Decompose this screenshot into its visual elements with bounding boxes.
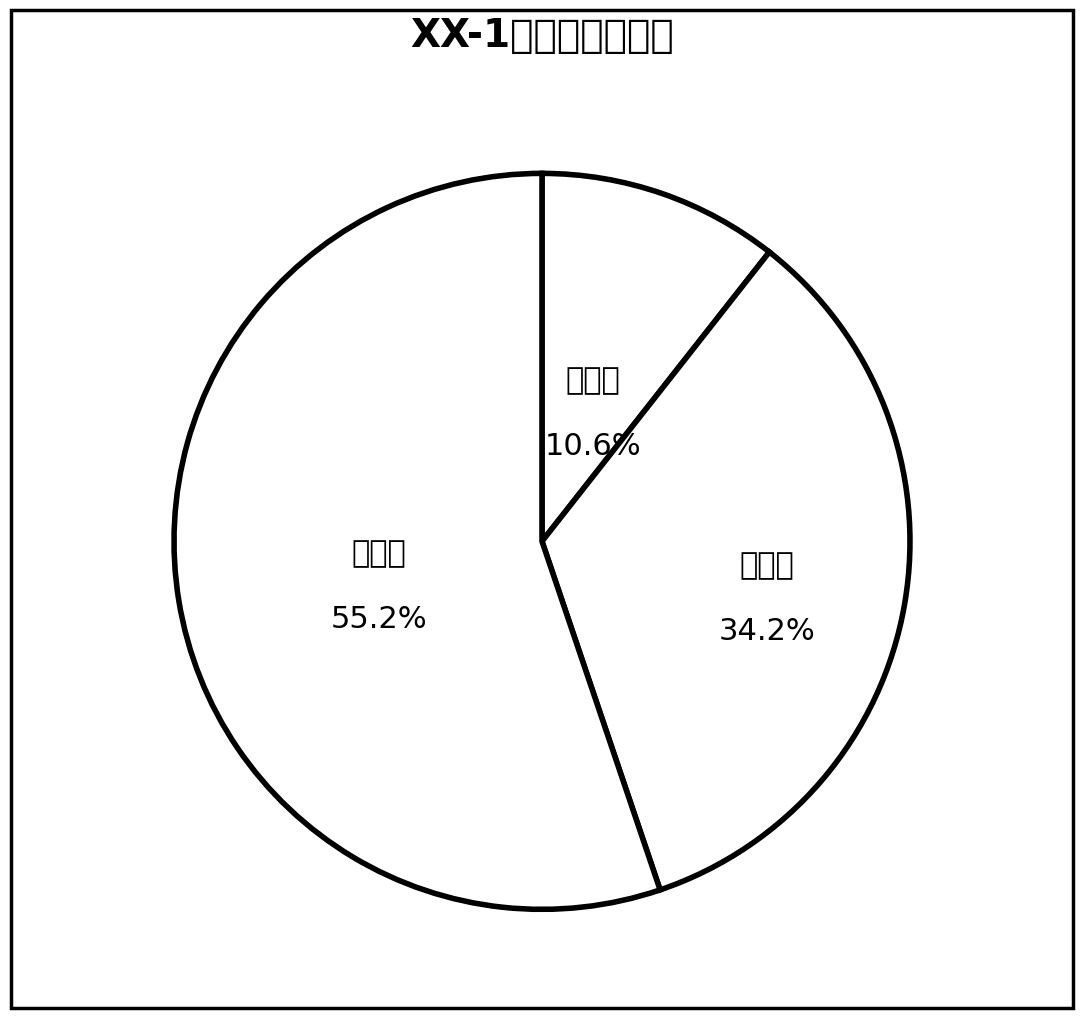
Text: 55.2%: 55.2% bbox=[331, 605, 427, 634]
Text: 34.2%: 34.2% bbox=[719, 617, 815, 645]
Wedge shape bbox=[175, 173, 660, 909]
Wedge shape bbox=[542, 173, 770, 542]
Wedge shape bbox=[542, 252, 909, 890]
Title: XX-1井静态产气剖面: XX-1井静态产气剖面 bbox=[410, 16, 674, 55]
Text: 第二段: 第二段 bbox=[739, 551, 795, 580]
Text: 第一段: 第一段 bbox=[565, 366, 620, 395]
Text: 第三段: 第三段 bbox=[351, 540, 406, 568]
Text: 10.6%: 10.6% bbox=[544, 432, 641, 461]
